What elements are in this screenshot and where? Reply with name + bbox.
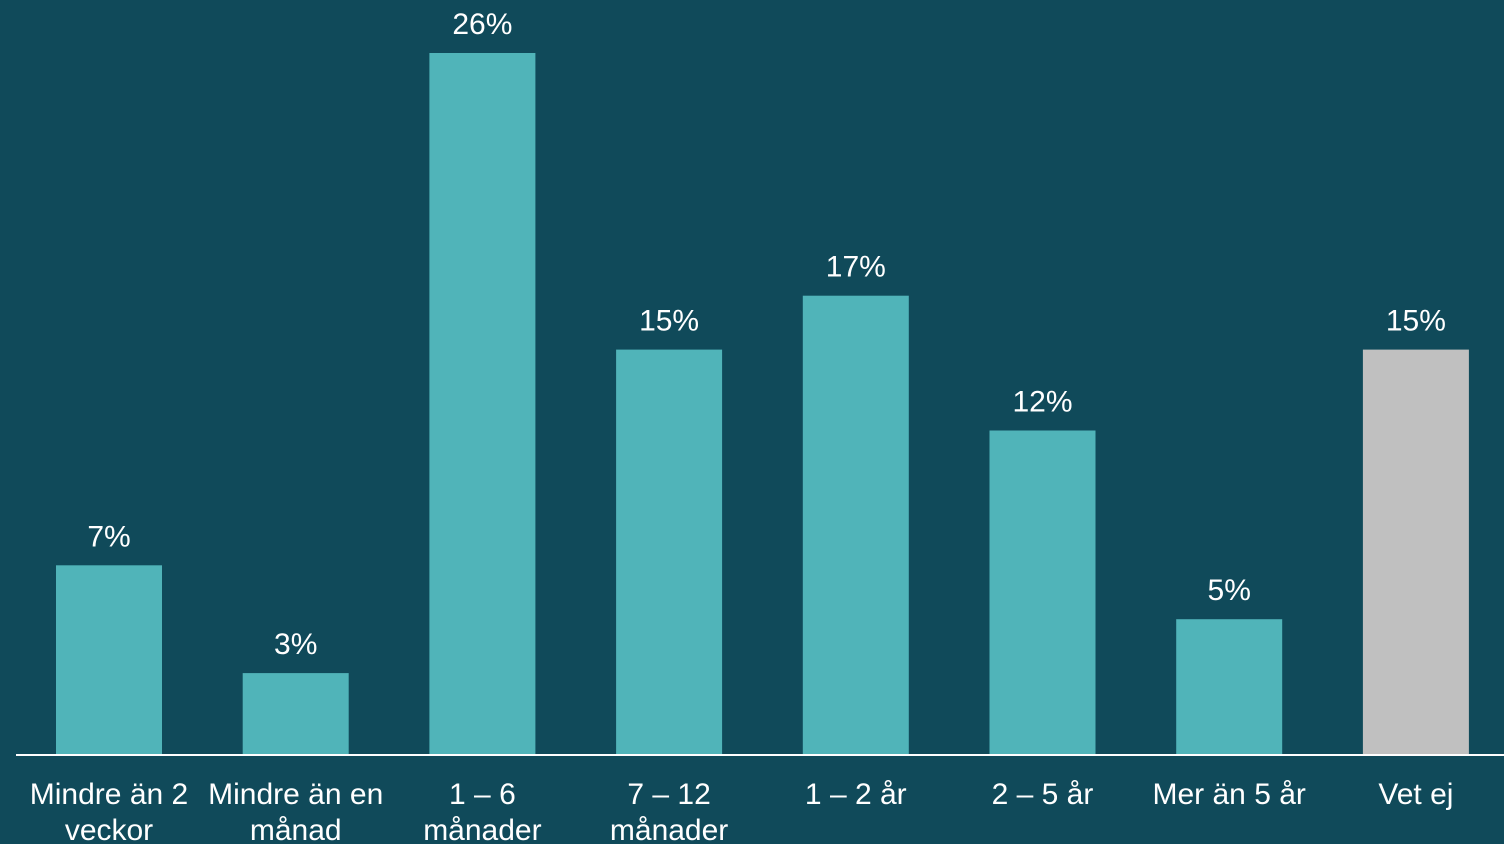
value-label-0: 7% xyxy=(87,520,130,553)
category-label-7: Vet ej xyxy=(1378,778,1453,811)
category-label-0-line-0: Mindre än 2 xyxy=(30,778,188,811)
value-label-5: 12% xyxy=(1012,386,1072,419)
bars-layer xyxy=(56,53,1469,754)
bar-2 xyxy=(429,53,536,754)
category-label-4: 1 – 2 år xyxy=(805,778,907,811)
value-label-2: 26% xyxy=(452,8,512,41)
category-label-5: 2 – 5 år xyxy=(992,778,1094,811)
category-label-0-line-1: veckor xyxy=(65,814,153,844)
value-label-1: 3% xyxy=(274,628,317,661)
bar-6 xyxy=(1176,619,1283,754)
value-label-6: 5% xyxy=(1208,574,1251,607)
category-label-1-line-1: månad xyxy=(250,814,342,844)
value-label-7: 15% xyxy=(1386,305,1446,338)
category-label-1-line-0: Mindre än en xyxy=(208,778,383,811)
bar-5 xyxy=(989,430,1096,754)
bar-0 xyxy=(56,565,162,754)
category-label-6: Mer än 5 år xyxy=(1152,778,1305,811)
bar-4 xyxy=(802,295,909,754)
value-labels-layer: 7% 3% 26% 15% 17% 12% 5% 15% xyxy=(87,8,1446,661)
category-label-2-line-0: 1 – 6 xyxy=(449,778,516,811)
bar-7 xyxy=(1362,349,1469,754)
category-label-3-line-0: 7 – 12 xyxy=(627,778,710,811)
value-label-4: 17% xyxy=(826,251,886,284)
category-label-2-line-1: månader xyxy=(423,814,541,844)
category-label-3-line-1: månader xyxy=(610,814,728,844)
bar-3 xyxy=(616,349,723,754)
bar-1 xyxy=(242,673,349,754)
value-label-3: 15% xyxy=(639,305,699,338)
